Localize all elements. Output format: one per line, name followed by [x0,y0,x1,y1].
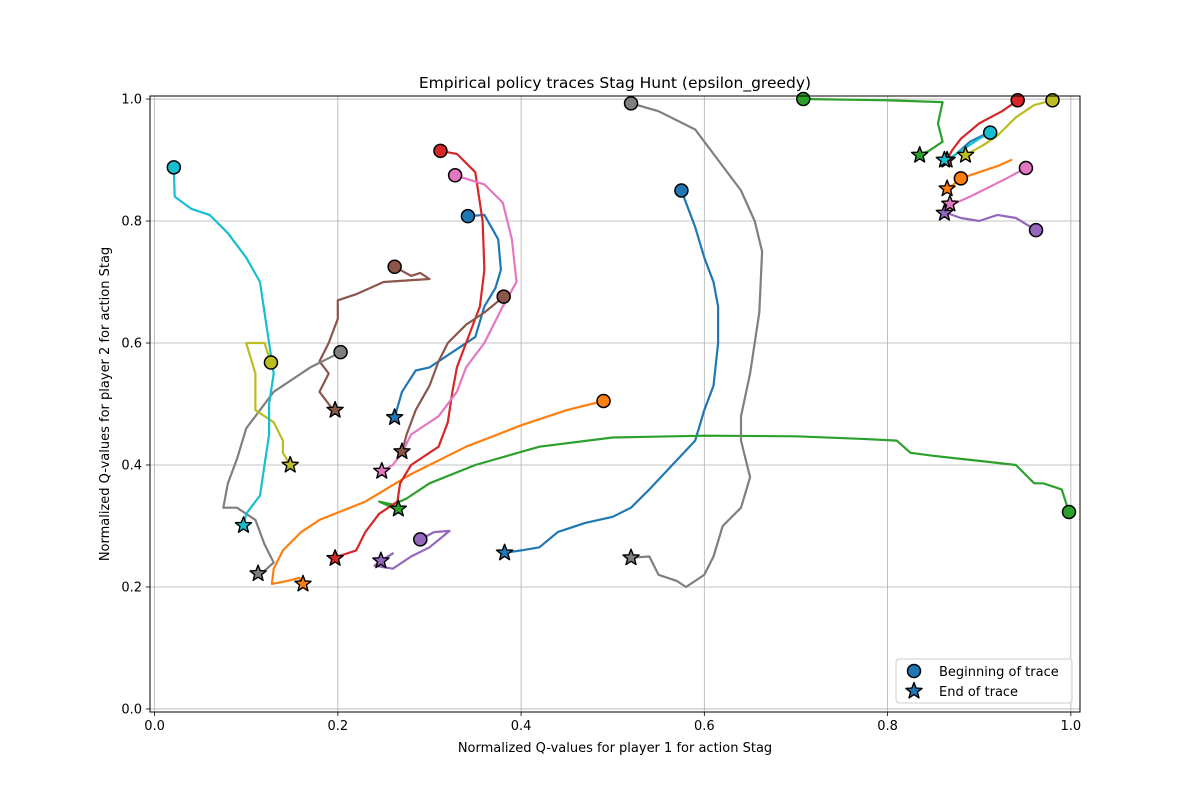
y-tick-label: 0.4 [121,458,142,473]
trace-start-marker [387,259,402,275]
trace-line [222,351,342,576]
trace-start-marker [623,96,639,111]
legend-box [895,658,1073,704]
trace-end-marker [281,455,299,473]
legend-circle-marker [906,663,922,679]
trace-start-marker [166,160,182,175]
trace-end-marker [385,408,404,425]
x-tick-label: 1.0 [1060,719,1081,734]
trace-line [378,434,1071,514]
chart-title: Empirical policy traces Stag Hunt (epsil… [419,74,811,93]
trace-start-marker [596,393,611,409]
trace-end-marker [941,194,959,212]
trace-line [318,265,431,412]
trace-line [172,166,275,527]
trace-start-marker [333,344,348,360]
trace-end-marker [373,461,391,479]
y-tick-label: 0.8 [121,215,142,230]
trace-end-marker [935,203,954,221]
legend: Beginning of trace End of trace [895,658,1073,704]
legend-label: End of trace [939,685,1018,700]
trace-lines [172,97,1071,589]
y-tick-label: 0.6 [121,337,142,352]
legend-label: Beginning of trace [939,665,1059,680]
trace-start-marker [982,125,998,140]
trace-end-marker [294,574,312,592]
trace-start-marker [1028,222,1044,238]
plot-area-frame [149,95,1081,713]
trace-end-marker [249,564,267,582]
trace-end-marker [956,146,975,163]
trace-start-marker [1018,160,1034,176]
trace-end-marker [495,543,514,561]
trace-line [945,99,1019,162]
x-tick-label: 0.8 [877,719,898,734]
trace-start-marker [796,91,811,107]
trace-end-marker [372,551,390,569]
y-tick-label: 0.2 [121,580,142,595]
trace-line [393,213,502,419]
trace-start-marker [433,143,448,159]
trace-start-marker [460,208,476,224]
trace-line [245,341,292,467]
trace-line [959,158,1013,180]
trace-line [503,189,720,554]
trace-line [334,149,486,560]
trace-start-marker [496,289,511,304]
trace-line [400,295,505,453]
x-tick-label: 0.6 [694,719,715,734]
trace-end-marker [389,499,408,517]
trace-line [270,399,605,586]
trace-start-marker [1010,93,1025,108]
trace-line [629,102,764,589]
x-axis-label: Normalized Q-values for player 1 for act… [458,741,772,756]
trace-line [945,212,1038,232]
x-tick-label: 0.4 [511,719,532,734]
trace-end-marker [393,442,411,460]
trace-start-marker [263,355,279,370]
trace-start-marker [674,183,689,198]
trace-markers [166,91,1077,592]
trace-end-marker [938,179,956,197]
trace-start-marker [447,168,463,183]
x-tick-label: 0.0 [144,719,165,734]
y-tick-label: 0.0 [121,702,142,717]
trace-end-marker [326,549,344,566]
trace-end-marker [234,516,253,533]
y-tick-label: 1.0 [121,93,142,108]
trace-end-marker [910,146,929,163]
legend-star-marker [905,681,923,699]
trace-start-marker [1061,504,1077,520]
trace-start-marker [1045,93,1060,108]
trace-line [964,99,1054,157]
y-axis-label: Normalized Q-values for player 2 for act… [98,247,113,561]
trace-end-marker [326,400,344,418]
trace-line [802,97,944,157]
axis-ticks: 0.0 0.2 0.4 0.6 0.8 1.0 0.0 0.2 0.4 0.6 0.8 1.0 [121,93,1081,734]
trace-end-marker [935,150,954,168]
x-tick-label: 0.2 [327,719,348,734]
trace-start-marker [953,171,969,186]
trace-start-marker [413,532,428,547]
trace-end-marker [622,548,640,566]
